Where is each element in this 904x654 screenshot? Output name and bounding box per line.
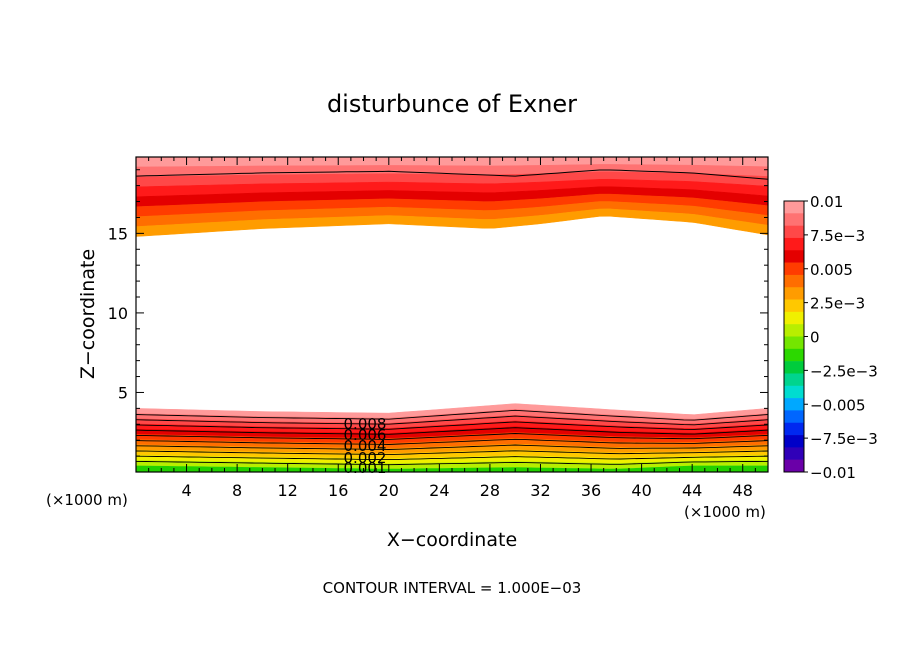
colorbar-swatch	[784, 201, 804, 214]
colorbar-swatch	[784, 398, 804, 411]
contour-line	[135, 427, 769, 435]
y-axis-unit: (×1000 m)	[46, 491, 128, 509]
colorbar-swatch	[784, 274, 804, 288]
colorbar-label: −2.5e−3	[810, 362, 878, 380]
colorbar-label: 7.5e−3	[810, 227, 865, 245]
colorbar-swatch	[784, 287, 804, 300]
contour-line	[135, 444, 769, 450]
colorbar-swatch	[784, 336, 804, 350]
contour-line	[135, 415, 769, 426]
colorbar-swatch	[784, 311, 804, 325]
contour-line	[135, 169, 769, 180]
chart-title: disturbunce of Exner	[327, 90, 577, 118]
colorbar-swatch	[784, 213, 804, 226]
contour-line	[135, 438, 769, 445]
x-tick-label: 40	[631, 481, 651, 500]
contour-label: 0.004	[344, 437, 387, 455]
x-tick-label: 8	[232, 481, 242, 500]
contour-interval-note: CONTOUR INTERVAL = 1.000E−03	[323, 579, 582, 597]
x-tick-label: 36	[581, 481, 601, 500]
contour-line	[135, 433, 769, 440]
x-tick-label: 24	[429, 481, 449, 500]
colorbar-swatch	[784, 237, 804, 251]
colorbar-swatch	[784, 250, 804, 263]
x-tick-label: 16	[328, 481, 348, 500]
x-tick-label: 12	[278, 481, 298, 500]
colorbar-swatch	[784, 459, 804, 473]
colorbar-swatch	[784, 262, 804, 276]
x-tick-label: 4	[181, 481, 191, 500]
y-axis-label: Z−coordinate	[77, 249, 99, 379]
colorbar-label: −7.5e−3	[810, 430, 878, 448]
contour-line	[135, 409, 769, 421]
y-tick-label: 5	[118, 383, 128, 402]
colorbar-label: −0.01	[810, 464, 856, 482]
colorbar-swatch	[784, 225, 804, 239]
colorbar-swatch	[784, 422, 804, 436]
contour-label: 0.008	[344, 415, 387, 433]
contour-line	[135, 455, 769, 461]
colorbar-swatch	[784, 410, 804, 424]
colorbar-swatch	[784, 385, 804, 399]
contour-line	[135, 421, 769, 430]
contour-label: 0.006	[344, 426, 387, 444]
contour-label: 0.002	[344, 449, 387, 467]
x-tick-label: 32	[530, 481, 550, 500]
colorbar-swatch	[784, 373, 804, 387]
colorbar-swatch	[784, 299, 804, 313]
colorbar: 0.01 7.5e−3 0.005 2.5e−3 0 −2.5e−3 −0.005 −7.5e…	[783, 193, 878, 482]
contour-line	[135, 450, 769, 456]
colorbar-swatch	[784, 435, 804, 448]
contour-label: 0.001	[344, 459, 387, 477]
x-tick-label: 28	[480, 481, 500, 500]
colorbar-swatch	[784, 348, 804, 362]
colorbar-label: −0.005	[810, 396, 866, 414]
y-tick-label: 15	[108, 224, 128, 243]
x-axis: 4 8 12 16 20 24 28 32 36 40 44 48	[148, 157, 756, 500]
x-tick-label: 48	[733, 481, 753, 500]
x-tick-label: 44	[682, 481, 702, 500]
colorbar-label: 0	[810, 329, 820, 347]
colorbar-label: 0.01	[810, 193, 843, 211]
y-axis: 5 10 15	[108, 169, 768, 457]
contour-line	[135, 460, 769, 466]
colorbar-swatch	[784, 324, 804, 337]
colorbar-label: 0.005	[810, 261, 853, 279]
colorbar-swatch	[784, 361, 804, 374]
colorbar-label: 2.5e−3	[810, 295, 865, 313]
x-axis-unit: (×1000 m)	[684, 503, 766, 521]
x-tick-label: 20	[379, 481, 399, 500]
y-tick-label: 10	[108, 304, 128, 323]
x-axis-label: X−coordinate	[387, 529, 517, 551]
colorbar-swatch	[784, 447, 804, 460]
